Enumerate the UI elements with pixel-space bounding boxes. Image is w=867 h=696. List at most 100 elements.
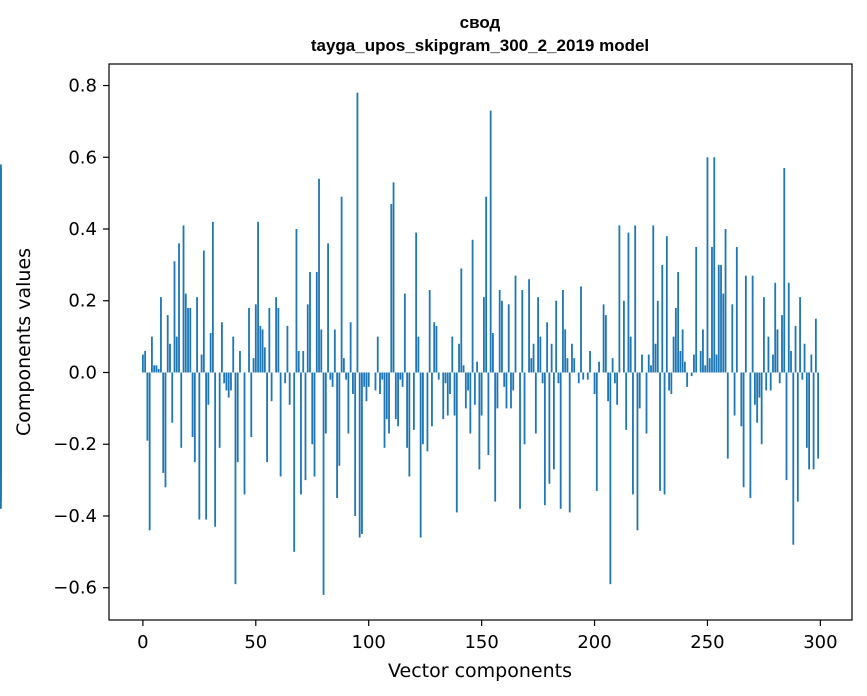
bar-227 (654, 343, 657, 373)
bar-284 (783, 168, 786, 373)
bar-144 (467, 372, 469, 391)
bar-124 (422, 372, 424, 445)
bar-22 (191, 372, 194, 438)
bar-147 (473, 372, 476, 405)
bar-14 (173, 261, 176, 373)
bar-88 (340, 196, 343, 373)
bar-167 (519, 372, 521, 509)
bar-20 (187, 307, 189, 373)
bar-71 (302, 350, 305, 373)
bar-215 (627, 232, 630, 373)
bar-295 (808, 372, 810, 470)
bar-297 (812, 372, 815, 470)
bar-263 (735, 246, 738, 373)
bar-70 (300, 372, 302, 495)
bar-140 (458, 343, 460, 373)
bar-193 (577, 372, 580, 384)
bar-80 (322, 372, 325, 595)
bar-131 (437, 372, 440, 380)
bar-16 (178, 243, 180, 373)
bar-139 (455, 372, 458, 513)
bar-24 (196, 297, 198, 373)
bar-228 (656, 300, 659, 373)
bar-180 (548, 372, 551, 484)
bar-220 (638, 372, 641, 409)
x-tick-label: 300 (803, 632, 837, 653)
bar-281 (776, 329, 779, 373)
bar-112 (394, 372, 397, 420)
y-tick-label: 0.8 (68, 76, 97, 97)
bar-276 (765, 372, 768, 391)
bar-99 (365, 372, 368, 402)
bar-225 (650, 365, 652, 373)
bar-8 (160, 297, 162, 373)
bar-128 (431, 372, 433, 427)
bar-74 (309, 272, 311, 373)
y-tick-label: −0.2 (53, 434, 97, 455)
bar-118 (408, 372, 411, 477)
bar-299 (817, 372, 820, 459)
bar-106 (381, 372, 384, 380)
bar-156 (494, 372, 497, 502)
bar-155 (492, 333, 494, 373)
bar-92 (349, 322, 352, 373)
bar-135 (446, 372, 449, 416)
bar-153 (487, 372, 490, 455)
bar-237 (677, 272, 680, 373)
bar-undefined (0, 164, 2, 373)
bar-55 (266, 372, 268, 463)
bar-243 (690, 372, 693, 377)
bar-137 (451, 336, 454, 373)
bar-255 (717, 264, 720, 373)
bar-121 (415, 232, 418, 373)
bar-152 (485, 196, 488, 373)
bar-108 (385, 372, 388, 420)
bar-77 (315, 272, 318, 373)
bar-189 (568, 372, 571, 513)
bar-107 (383, 372, 386, 448)
bar-12 (169, 343, 171, 373)
bar-19 (184, 293, 187, 373)
bar-123 (419, 372, 422, 538)
bar-274 (760, 372, 763, 445)
x-tick-label: 250 (690, 632, 724, 653)
bar-83 (329, 372, 332, 380)
bar-97 (361, 372, 363, 534)
bar-90 (345, 372, 348, 380)
bar-272 (756, 372, 759, 423)
bar-158 (498, 289, 501, 373)
bar-111 (392, 182, 395, 373)
bar-216 (629, 336, 632, 373)
bar-204 (602, 304, 605, 373)
bar-231 (663, 372, 666, 495)
bar-259 (726, 372, 729, 459)
bar-223 (645, 372, 648, 434)
bar-195 (582, 372, 585, 380)
bar-291 (799, 297, 801, 373)
bar-240 (683, 361, 686, 373)
bar-162 (507, 304, 510, 373)
bar-64 (286, 325, 289, 373)
y-axis: −0.6 −0.4 −0.2 0.0 0.2 0.4 0.6 0.8 (53, 76, 109, 599)
bar-185 (559, 372, 562, 509)
bar-142 (462, 365, 465, 373)
bar-289 (794, 325, 797, 373)
bar-72 (304, 372, 307, 481)
bar-109 (388, 372, 390, 434)
bar-15 (175, 336, 178, 373)
bar-282 (778, 372, 781, 384)
bar-78 (318, 178, 320, 373)
bar-288 (792, 372, 795, 545)
bar-230 (661, 264, 664, 373)
bar-286 (787, 282, 790, 373)
bar-254 (715, 354, 718, 373)
bar-2 (146, 372, 149, 441)
bar-5 (153, 365, 156, 373)
bar-42 (236, 372, 239, 463)
bar-249 (704, 365, 707, 373)
bar-31 (211, 221, 214, 373)
bar-138 (453, 372, 456, 416)
bar-285 (785, 372, 788, 481)
bar-40 (232, 336, 235, 373)
bar-245 (695, 246, 698, 373)
